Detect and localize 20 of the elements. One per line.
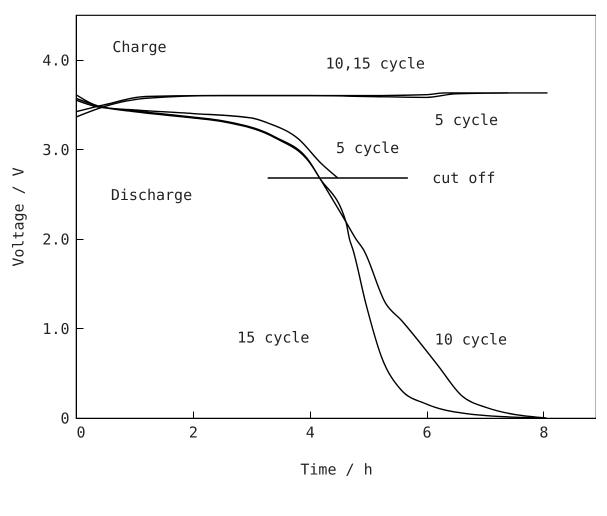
annotation: cut off — [432, 169, 496, 188]
y-tick-label: 4.0 — [42, 51, 70, 70]
x-tick-label: 0 — [76, 424, 86, 442]
x-tick-label: 2 — [188, 424, 198, 442]
x-tick-label: 6 — [422, 424, 432, 442]
annotation: Charge — [112, 38, 167, 56]
annotation: Discharge — [110, 186, 192, 204]
annotation: 10,15 cycle — [326, 54, 425, 72]
y-tick-label: 3.0 — [42, 140, 70, 159]
y-tick-label: 0 — [60, 410, 70, 428]
annotation: 15 cycle — [237, 328, 310, 346]
y-tick-label: 2.0 — [42, 230, 70, 248]
y-tick-label: 1.0 — [42, 320, 70, 338]
x-axis-title: Time / h — [300, 460, 373, 478]
annotation: 10 cycle — [434, 330, 508, 348]
x-tick-label: 4 — [306, 424, 315, 442]
y-axis-title: Voltage / V — [9, 167, 28, 267]
annotation: 5 cycle — [434, 110, 498, 129]
x-tick-label: 8 — [539, 424, 548, 442]
annotation: 5 cycle — [336, 138, 400, 157]
